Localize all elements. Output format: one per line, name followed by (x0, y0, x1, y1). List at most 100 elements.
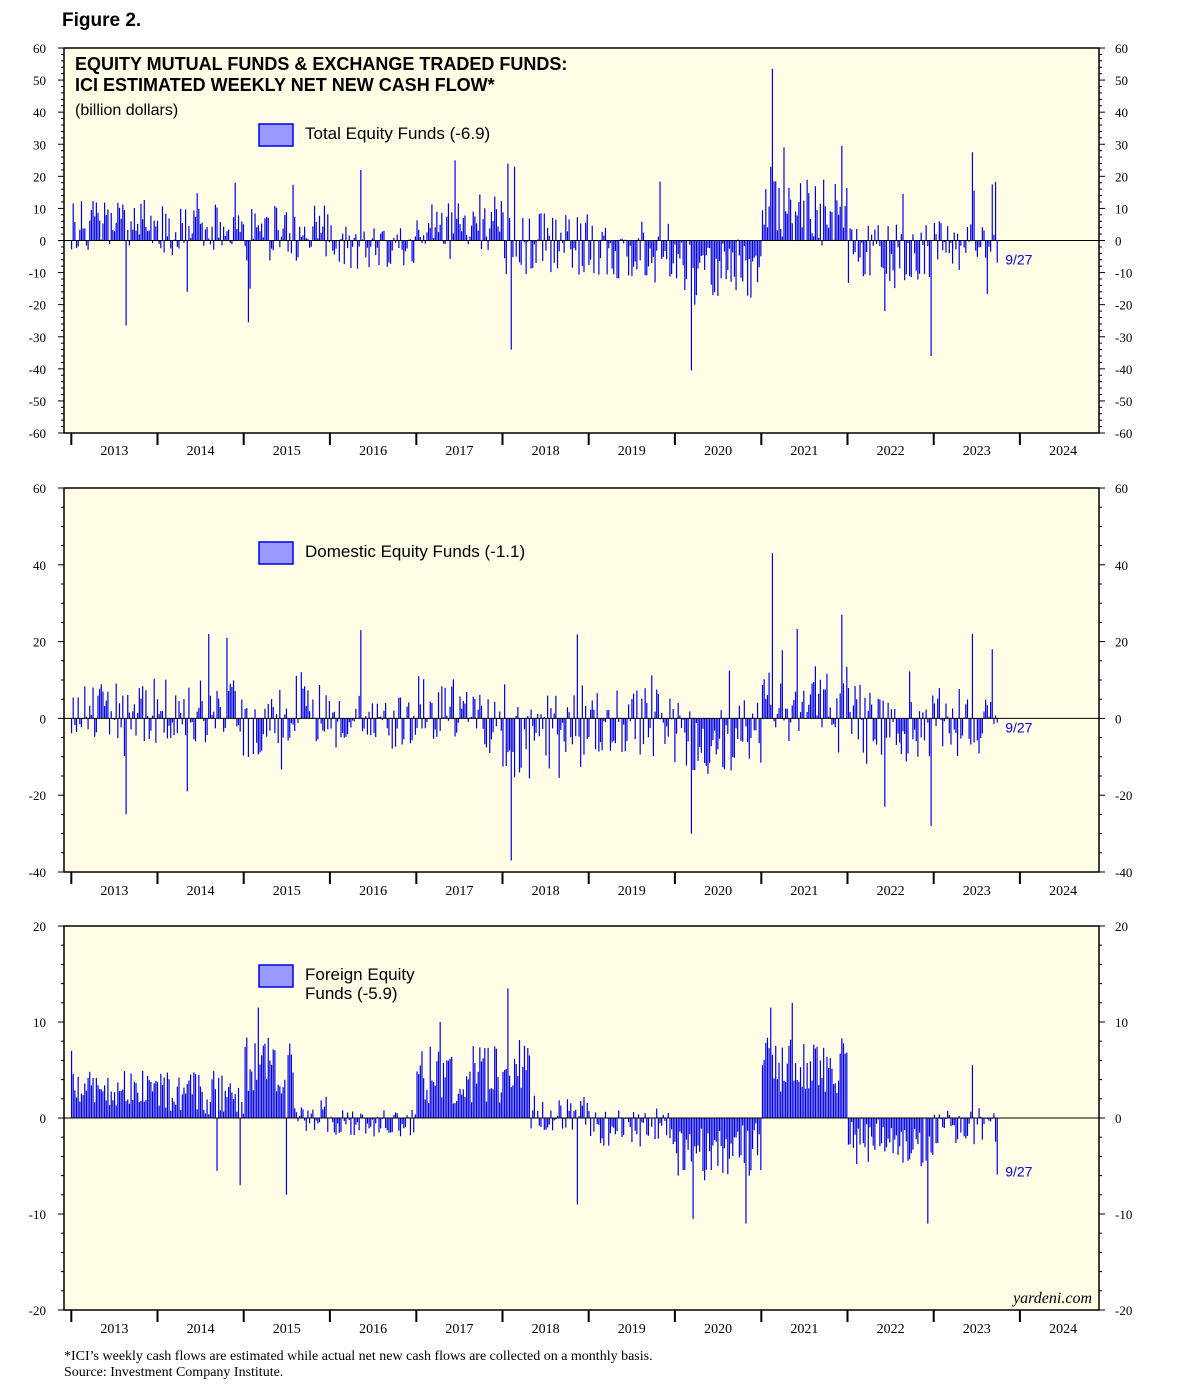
bar (398, 240, 400, 248)
bar (74, 221, 76, 241)
bar (495, 1048, 497, 1118)
bar (365, 1118, 367, 1134)
bar (948, 718, 950, 734)
bar (132, 711, 134, 719)
bar (727, 240, 729, 271)
bar (930, 718, 932, 826)
bar (322, 1109, 324, 1118)
bar (403, 1118, 405, 1129)
bar (375, 240, 377, 256)
bar (523, 1045, 526, 1118)
legend-swatch (258, 123, 294, 147)
bar (150, 1081, 152, 1118)
bar (150, 215, 152, 241)
bar (851, 229, 853, 241)
bar (710, 718, 712, 747)
bar (509, 218, 511, 241)
bar (256, 718, 258, 743)
bar (628, 1118, 630, 1123)
bar (287, 240, 289, 252)
bar (750, 240, 752, 298)
bar (290, 718, 292, 724)
bar (917, 240, 919, 280)
bar (151, 1091, 154, 1118)
bar (770, 166, 772, 241)
bar (793, 1080, 795, 1118)
bar (614, 240, 616, 251)
bar (105, 214, 107, 241)
bar (922, 712, 924, 719)
bar (550, 240, 552, 273)
bar (528, 718, 531, 779)
bar (452, 1103, 454, 1118)
bar (140, 203, 142, 241)
bar (758, 1118, 760, 1135)
bar (586, 1102, 588, 1118)
bar (599, 240, 602, 259)
bar (472, 1046, 474, 1118)
bar (651, 1118, 653, 1127)
bar (376, 703, 378, 719)
bar (308, 240, 311, 248)
bar (844, 1053, 846, 1118)
bar (548, 1118, 550, 1125)
bar (866, 1118, 868, 1125)
bar (573, 695, 575, 719)
bar (732, 718, 734, 758)
bar (312, 699, 314, 719)
bar (201, 1091, 203, 1118)
bar (428, 223, 430, 241)
bar (305, 238, 307, 241)
bar (837, 214, 840, 241)
bar (275, 713, 278, 719)
bar (670, 1118, 673, 1130)
bar (313, 205, 316, 241)
bar (317, 238, 319, 241)
y-tick-label-right: -50 (1115, 394, 1132, 409)
bar (280, 236, 283, 241)
bar (928, 240, 931, 278)
bar (92, 687, 94, 719)
bar (672, 240, 674, 264)
bar (494, 1046, 496, 1118)
bar (704, 718, 706, 764)
bar (99, 688, 101, 719)
bar (161, 1085, 164, 1118)
bar (492, 1089, 494, 1118)
bar (829, 1058, 831, 1118)
bar (933, 223, 936, 241)
units-label: (billion dollars) (75, 102, 178, 119)
bar (513, 166, 516, 241)
bar (904, 1118, 906, 1131)
bar (900, 718, 902, 754)
bar (594, 1112, 597, 1118)
bar (216, 690, 218, 719)
bar (879, 240, 881, 246)
bar (289, 1043, 291, 1118)
bar (556, 240, 559, 269)
bar (208, 633, 210, 719)
bar (796, 1080, 798, 1118)
last-value-label: 9/27 (1005, 252, 1032, 268)
bar (555, 695, 557, 719)
bar (209, 1102, 212, 1118)
bar (193, 718, 195, 740)
bar (558, 240, 560, 252)
bar (637, 1114, 640, 1118)
bar (351, 240, 354, 247)
bar (737, 718, 739, 740)
bar (656, 689, 658, 719)
bar (755, 240, 757, 256)
bar (748, 718, 750, 759)
bar (125, 240, 127, 326)
bar (811, 233, 813, 241)
bar (176, 240, 178, 247)
bar (657, 1118, 659, 1139)
bar (482, 219, 484, 241)
bar (851, 718, 853, 734)
bar (585, 222, 587, 241)
bar (616, 690, 618, 719)
bar (232, 680, 235, 719)
bar (356, 240, 359, 269)
